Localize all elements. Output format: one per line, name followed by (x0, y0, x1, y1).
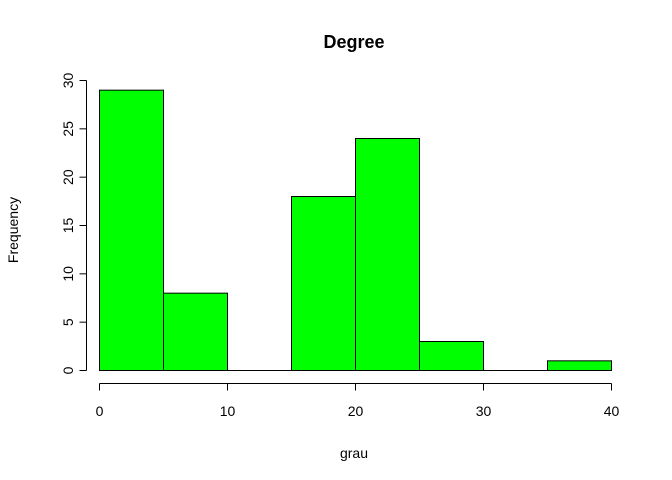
y-tick-label: 15 (60, 218, 76, 234)
histogram-bar-25-30 (419, 341, 484, 371)
y-tick-label: 25 (60, 121, 76, 137)
histogram-bar-15-20 (291, 196, 356, 371)
x-tick-label: 40 (604, 403, 620, 419)
x-tick-label: 10 (220, 403, 236, 419)
y-tick-label: 20 (60, 169, 76, 185)
histogram-bar-5-10 (163, 292, 228, 371)
x-tick-label: 0 (96, 403, 104, 419)
y-tick-label: 10 (60, 266, 76, 282)
histogram-bar-20-25 (355, 138, 420, 371)
x-tick-label: 30 (476, 403, 492, 419)
y-axis-label: Frequency (5, 197, 21, 263)
histogram-bar-0-5 (99, 89, 164, 372)
y-axis: 0 5 10 15 20 25 30 (60, 73, 87, 374)
y-tick-label: 30 (60, 73, 76, 89)
x-axis: 0 10 20 30 40 (96, 383, 620, 419)
histogram-bars (99, 89, 612, 372)
x-tick-label: 20 (348, 403, 364, 419)
chart-title: Degree (323, 32, 384, 52)
y-tick-label: 5 (60, 318, 76, 326)
histogram-bar-35-40 (547, 360, 612, 372)
y-tick-label: 0 (60, 366, 76, 374)
x-axis-label: grau (340, 445, 368, 461)
